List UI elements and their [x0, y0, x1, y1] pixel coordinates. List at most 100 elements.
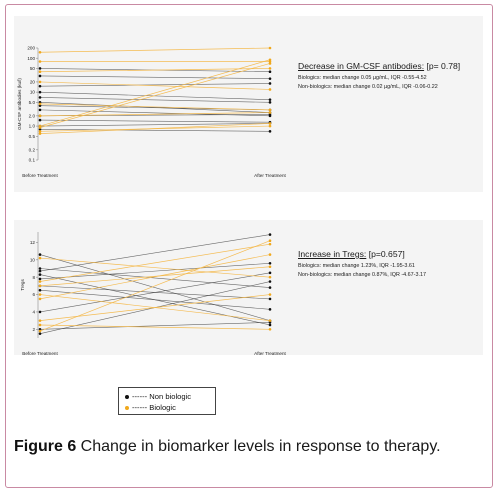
gmcsf-data-point-non_biologic [38, 118, 42, 122]
figure-caption: Figure 6 Change in biomarker levels in r… [14, 438, 441, 456]
tregs-y-axis-label: Tregs [20, 279, 25, 291]
tregs-data-point-biologic [38, 323, 42, 327]
tregs-data-point-non_biologic [268, 271, 272, 275]
gmcsf-series-line-biologic [39, 103, 271, 111]
gmcsf-y-tick-label: 2.0 [29, 113, 36, 118]
gmcsf-series-line-non_biologic [39, 119, 271, 123]
tregs-data-point-biologic [268, 275, 272, 279]
legend-item-non-biologic: ------ Non biologic [125, 392, 191, 401]
tregs-annotation-line-2: Non-biologics: median change 0.87%, IQR … [298, 272, 426, 278]
gmcsf-annotation-line-1: Biologics: median change 0.05 µg/mL, IQR… [298, 75, 427, 81]
gmcsf-y-tick-label: 5.0 [29, 100, 36, 105]
gmcsf-data-point-biologic [268, 62, 272, 65]
gmcsf-data-point-biologic [268, 108, 272, 112]
gmcsf-series-line-biologic [39, 47, 271, 53]
gmcsf-series-line-biologic [39, 81, 271, 90]
tregs-y-tick-label: 6 [32, 292, 35, 297]
tregs-series-line-biologic [39, 324, 271, 330]
tregs-series-line-non_biologic [39, 322, 271, 330]
tregs-data-point-biologic [38, 256, 42, 260]
gmcsf-data-point-biologic [38, 114, 42, 118]
tregs-data-point-biologic [268, 319, 272, 322]
tregs-series-line-non_biologic [39, 254, 271, 321]
tregs-data-point-non_biologic [268, 233, 272, 236]
gmcsf-data-point-biologic [268, 58, 272, 62]
tregs-data-point-biologic [268, 239, 272, 242]
gmcsf-y-tick-label: 0.2 [29, 147, 36, 152]
gmcsf-data-point-non_biologic [38, 96, 42, 99]
tregs-series-line-biologic [39, 254, 271, 300]
legend-marker-non-biologic [125, 394, 129, 399]
tregs-data-point-biologic [268, 328, 272, 331]
gmcsf-data-point-non_biologic [268, 82, 272, 85]
tregs-data-point-biologic [38, 280, 42, 283]
tregs-y-tick-label: 4 [32, 310, 35, 315]
tregs-series-line-non_biologic [39, 272, 271, 313]
gmcsf-data-point-non_biologic [38, 67, 42, 70]
gmcsf-data-point-biologic [268, 122, 272, 125]
tregs-y-tick-label: 2 [32, 327, 35, 332]
tregs-annotation-heading: Increase in Tregs: [p=0.657] [298, 249, 405, 259]
gmcsf-series-line-non_biologic [39, 97, 271, 103]
gmcsf-data-point-non_biologic [268, 101, 272, 104]
tregs-series-line-non_biologic [39, 234, 271, 272]
gmcsf-data-point-biologic [38, 126, 42, 129]
tregs-data-point-non_biologic [268, 297, 272, 301]
tregs-data-point-non_biologic [38, 273, 42, 276]
gmcsf-annotation-line-2: Non-biologics: median change 0.02 µg/mL,… [298, 84, 438, 90]
tregs-x-tick-label: After Treatment [254, 351, 286, 356]
gmcsf-series-line-non_biologic [39, 102, 271, 113]
gmcsf-x-tick-label: After Treatment [254, 173, 286, 178]
gmcsf-data-point-biologic [38, 70, 42, 74]
tregs-annotation-line-1: Biologics: median change 1.23%, IQR -1.9… [298, 263, 415, 269]
tregs-series-line-non_biologic [39, 262, 271, 280]
gmcsf-data-point-biologic [38, 132, 42, 135]
tregs-data-point-non_biologic [268, 286, 272, 289]
tregs-y-tick-label: 8 [32, 275, 35, 280]
gmcsf-data-point-biologic [268, 67, 272, 70]
tregs-data-point-non_biologic [38, 267, 42, 270]
tregs-annotation: Increase in Tregs: [p=0.657] Biologics: … [298, 249, 426, 280]
tregs-chart: 2 4 6 8 10 12 Tregs Before Treatment After Treat… [20, 232, 287, 356]
gmcsf-data-point-non_biologic [38, 90, 42, 94]
figure-frame [5, 4, 493, 488]
gmcsf-y-tick-label: 0.1 [29, 158, 36, 163]
gmcsf-data-point-non_biologic [38, 108, 42, 112]
gmcsf-y-tick-label: 1.0 [29, 124, 36, 129]
tregs-data-point-non_biologic [268, 308, 272, 311]
caption-label: Figure 6 [14, 438, 77, 455]
tregs-y-tick-label: 12 [30, 240, 36, 245]
gmcsf-series-line-biologic [39, 63, 271, 128]
tregs-data-point-non_biologic [38, 310, 42, 314]
gmcsf-data-point-biologic [268, 46, 272, 50]
gmcsf-y-tick-label: 0.5 [29, 134, 36, 139]
gmcsf-y-tick-label: 10 [30, 90, 36, 95]
tregs-data-point-biologic [268, 293, 272, 296]
tregs-data-point-non_biologic [38, 277, 42, 281]
tregs-data-point-non_biologic [38, 332, 42, 335]
gmcsf-data-point-non_biologic [268, 98, 272, 101]
gmcsf-data-point-biologic [38, 102, 42, 106]
tregs-series-line-biologic [39, 240, 271, 332]
tregs-data-point-biologic [38, 329, 42, 333]
gmcsf-annotation: Decrease in GM-CSF antibodies: [p= 0.78]… [298, 61, 460, 92]
gmcsf-chart: 0.1 0.2 0.5 1.0 2.0 5.0 10 20 50 100 200 GM-CSF ant… [17, 46, 287, 178]
tregs-data-point-biologic [38, 284, 42, 288]
tregs-series-line-non_biologic [39, 289, 271, 310]
tregs-data-point-biologic [268, 253, 272, 256]
gmcsf-series-line-non_biologic [39, 83, 271, 87]
legend: ------ Non biologic ------ Biologic [118, 387, 216, 415]
legend-item-biologic: ------ Biologic [125, 403, 176, 412]
caption-text: Change in biomarker levels in response t… [76, 438, 441, 455]
legend-marker-biologic [125, 405, 129, 410]
tregs-x-tick-label: Before Treatment [22, 351, 58, 356]
tregs-data-point-non_biologic [268, 261, 272, 265]
tregs-data-point-non_biologic [38, 269, 42, 273]
chart2-panel [14, 220, 483, 355]
gmcsf-y-tick-label: 50 [30, 66, 36, 71]
tregs-data-point-biologic [38, 319, 42, 322]
tregs-series-line-non_biologic [39, 268, 271, 288]
tregs-data-point-non_biologic [38, 253, 42, 256]
tregs-series-line-biologic [39, 243, 271, 282]
gmcsf-data-point-biologic [38, 130, 42, 133]
